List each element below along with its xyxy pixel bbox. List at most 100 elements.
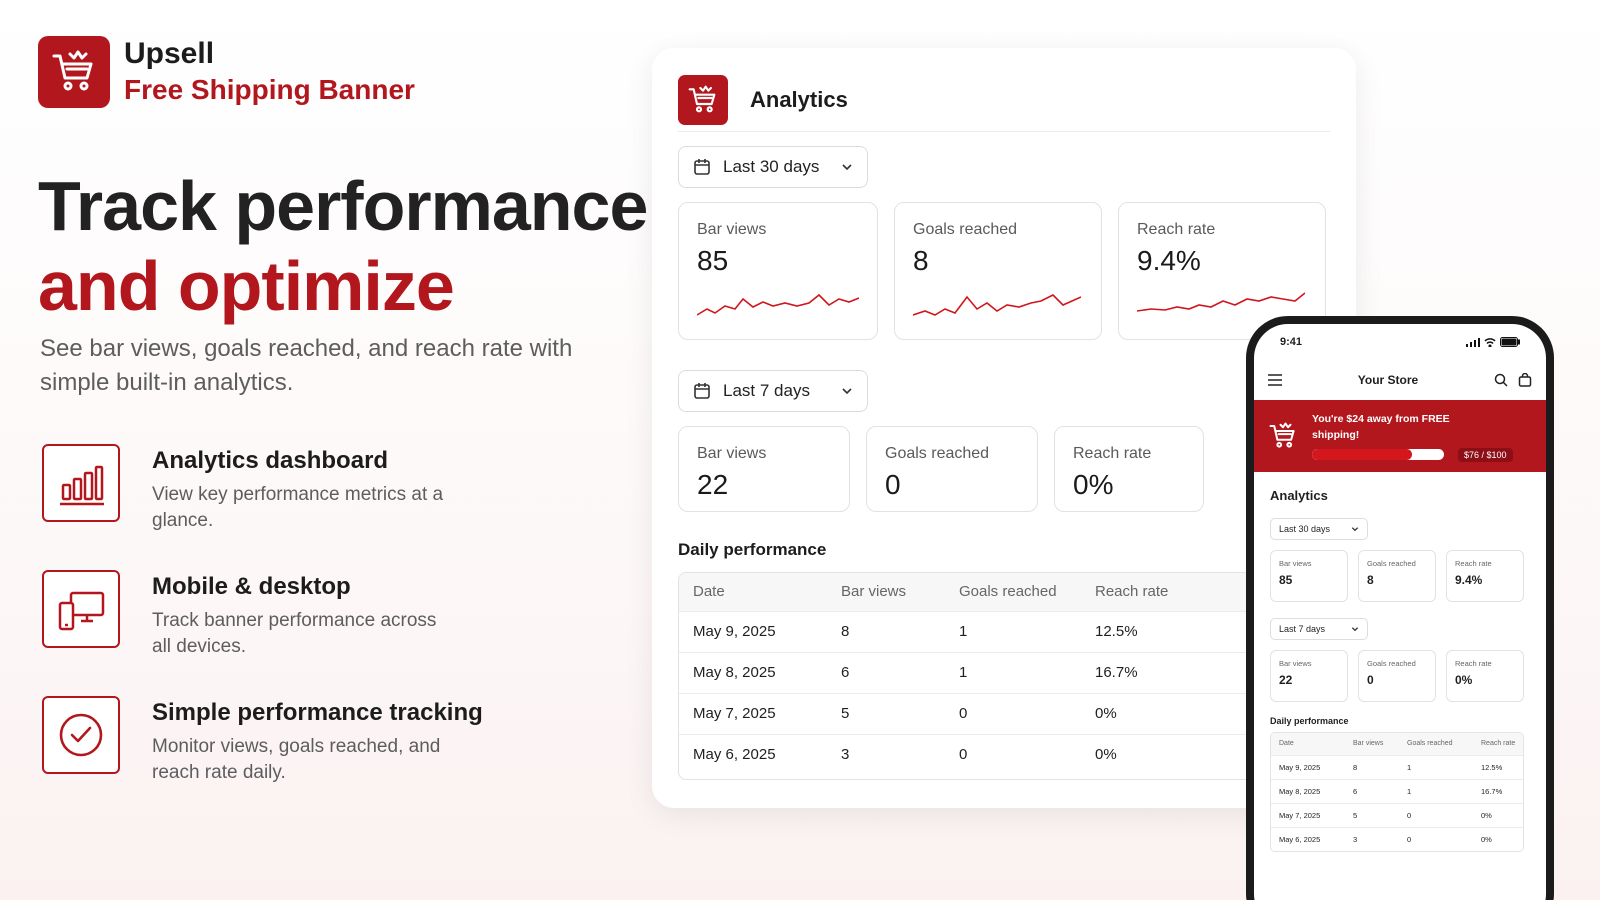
mobile-analytics-title: Analytics [1270, 488, 1328, 503]
devices-icon [42, 570, 120, 648]
cell-goals-reached: 1 [945, 651, 1081, 693]
cell-goals-reached: 1 [1399, 754, 1473, 779]
metric-label: Reach rate [1073, 445, 1152, 462]
cart-icon [1266, 419, 1300, 453]
metric-card-bar-views: Bar views 85 [678, 202, 878, 340]
metric-value: 9.4% [1137, 245, 1201, 276]
battery-icon [1500, 337, 1520, 347]
table-header-row: Date Bar views Goals reached Reach rate [679, 573, 1257, 611]
sparkline [913, 294, 1081, 316]
cell-bar-views: 5 [827, 692, 945, 734]
metric-value: 9.4% [1455, 573, 1483, 587]
metric-label: Reach rate [1137, 221, 1216, 238]
date-range-select-7[interactable]: Last 7 days [678, 370, 868, 412]
metric-value: 8 [1367, 573, 1374, 587]
mobile-range-select-7[interactable]: Last 7 days [1270, 618, 1368, 640]
date-range-select-30[interactable]: Last 30 days [678, 146, 868, 188]
date-range-label: Last 7 days [723, 381, 810, 400]
metric-label: Bar views [1279, 659, 1312, 668]
cell-date: May 9, 2025 [679, 610, 827, 652]
feature-title: Mobile & desktop [152, 573, 351, 600]
table-row: May 6, 2025 3 0 0% [1271, 826, 1523, 851]
feature-desc: View key performance metrics at a glance… [152, 484, 444, 531]
cell-reach-rate: 0% [1473, 826, 1523, 851]
cell-date: May 7, 2025 [1271, 802, 1345, 827]
feature-title: Simple performance tracking [152, 699, 483, 726]
feature-desc: Monitor views, goals reached, and reach … [152, 736, 441, 783]
table-header-row: Date Bar views Goals reached Reach rate [1271, 733, 1523, 755]
cell-date: May 9, 2025 [1271, 754, 1345, 779]
cell-goals-reached: 0 [1399, 826, 1473, 851]
column-header: Date [1271, 733, 1345, 755]
metric-label: Goals reached [1367, 659, 1416, 668]
cell-date: May 7, 2025 [679, 692, 827, 734]
bar-chart-icon [42, 444, 120, 522]
daily-performance-table: Date Bar views Goals reached Reach rate … [678, 572, 1258, 780]
store-name: Your Store [1357, 373, 1419, 387]
table-row: May 9, 2025 8 1 12.5% [679, 610, 1257, 652]
progress-amount: $76 / $100 [1458, 447, 1513, 462]
column-header: Goals reached [945, 573, 1081, 611]
sparkline [1137, 292, 1305, 312]
chevron-down-icon [842, 164, 852, 171]
column-header: Bar views [1345, 733, 1399, 755]
cell-goals-reached: 0 [945, 692, 1081, 734]
menu-icon[interactable] [1268, 374, 1282, 386]
metric-card-goals-reached: Goals reached 8 [894, 202, 1102, 340]
cell-date: May 8, 2025 [1271, 778, 1345, 803]
metric-card-goals-reached: Goals reached 0 [866, 426, 1038, 512]
metric-card-bar-views: Bar views 22 [678, 426, 850, 512]
chevron-down-icon [1351, 527, 1359, 532]
hero-subtitle: See bar views, goals reached, and reach … [40, 335, 573, 396]
phone-mockup: 9:41 Your Store [1246, 316, 1554, 900]
search-icon[interactable] [1494, 373, 1508, 387]
metric-value: 22 [1279, 673, 1293, 687]
mobile-range-select-30[interactable]: Last 30 days [1270, 518, 1368, 540]
mobile-metric-card: Reach rate 0% [1446, 650, 1524, 702]
mobile-metric-card: Bar views 22 [1270, 650, 1348, 702]
metric-label: Reach rate [1455, 659, 1492, 668]
brand-name: Upsell [124, 37, 215, 70]
chevron-down-icon [1351, 627, 1359, 632]
sparkline [697, 293, 859, 316]
feature-item: Simple performance tracking Monitor view… [42, 696, 483, 822]
metric-value: 85 [1279, 573, 1293, 587]
cell-reach-rate: 0% [1473, 802, 1523, 827]
table-row: May 8, 2025 6 1 16.7% [679, 651, 1257, 693]
cell-bar-views: 5 [1345, 802, 1399, 827]
headline-line-1: Track performance [38, 167, 648, 245]
metric-value: 0% [1073, 469, 1114, 500]
cell-goals-reached: 0 [945, 733, 1081, 775]
feature-list: Analytics dashboard View key performance… [42, 444, 483, 822]
cell-bar-views: 8 [827, 610, 945, 652]
column-header: Reach rate [1473, 733, 1523, 755]
cell-goals-reached: 1 [1399, 778, 1473, 803]
metric-value: 22 [697, 469, 729, 500]
cell-bar-views: 6 [827, 651, 945, 693]
column-header: Reach rate [1081, 573, 1257, 611]
daily-performance-title: Daily performance [678, 540, 827, 559]
metric-label: Bar views [1279, 559, 1312, 568]
column-header: Bar views [827, 573, 945, 611]
cell-bar-views: 3 [1345, 826, 1399, 851]
feature-item: Mobile & desktop Track banner performanc… [42, 570, 483, 696]
dashboard-header: Analytics [678, 68, 1330, 132]
shopping-bag-icon[interactable] [1518, 373, 1532, 387]
cell-date: May 6, 2025 [679, 733, 827, 775]
cell-date: May 6, 2025 [1271, 826, 1345, 851]
mobile-metric-card: Bar views 85 [1270, 550, 1348, 602]
metric-value: 85 [697, 245, 729, 276]
brand-subtitle: Free Shipping Banner [124, 74, 415, 105]
metric-label: Bar views [697, 221, 767, 238]
check-circle-icon [42, 696, 120, 774]
mobile-metric-card: Goals reached 8 [1358, 550, 1436, 602]
cell-reach-rate: 0% [1081, 692, 1257, 734]
headline-line-2: and optimize [38, 247, 455, 325]
cell-reach-rate: 12.5% [1473, 754, 1523, 779]
feature-desc: Track banner performance across all devi… [152, 610, 437, 657]
metric-label: Goals reached [885, 445, 990, 462]
brand: Upsell Free Shipping Banner [38, 36, 415, 108]
cell-reach-rate: 16.7% [1473, 778, 1523, 803]
column-header: Goals reached [1399, 733, 1473, 755]
cell-bar-views: 6 [1345, 778, 1399, 803]
